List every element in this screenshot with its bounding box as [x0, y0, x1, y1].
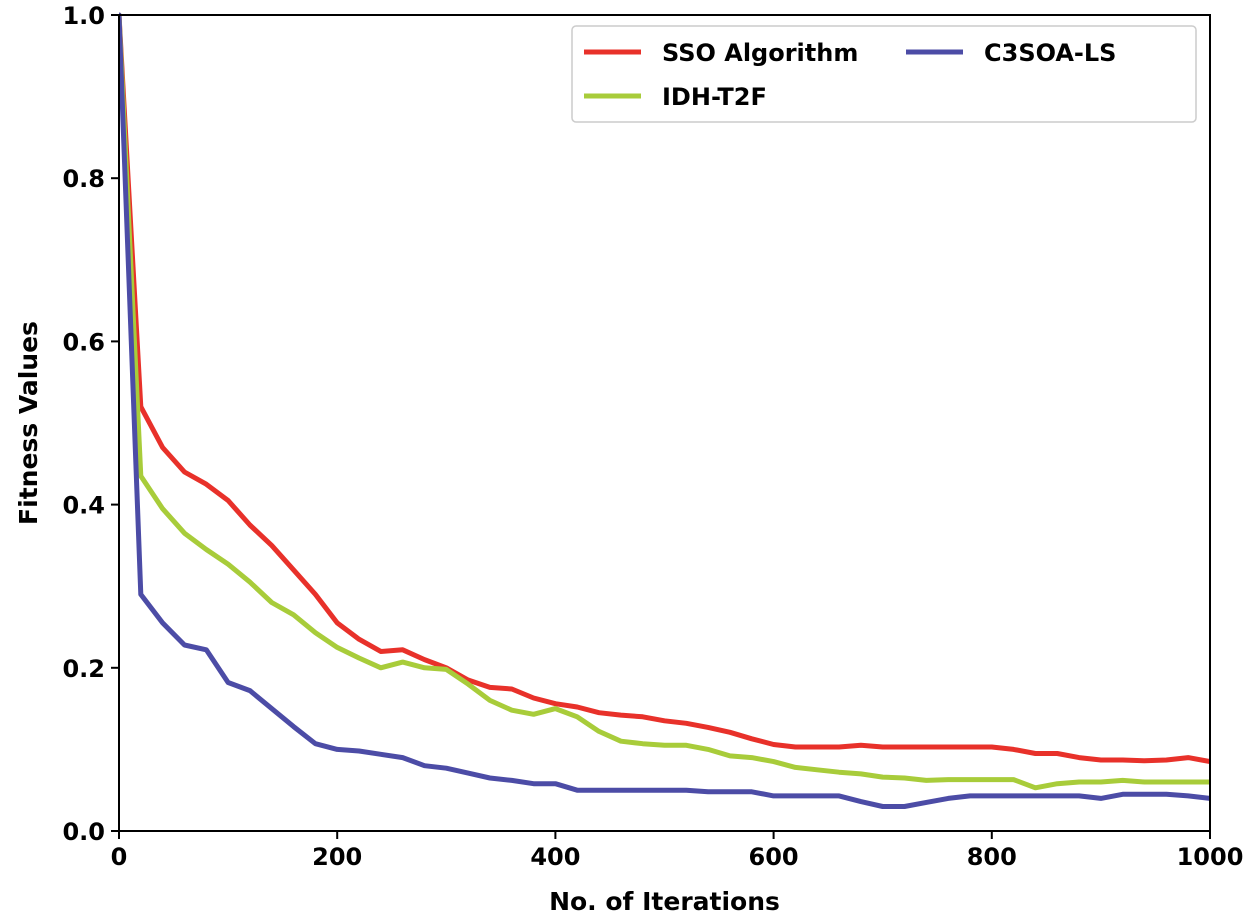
y-tick-label: 1.0: [62, 2, 105, 30]
y-tick-label: 0.6: [62, 328, 105, 356]
x-tick-label: 1000: [1177, 843, 1244, 871]
legend-label-c3soa-ls: C3SOA-LS: [984, 39, 1116, 67]
x-tick-label: 0: [111, 843, 128, 871]
legend-label-idh-t2f: IDH-T2F: [662, 83, 767, 111]
ticks-layer: 0 200 400 600 800 1000 0.0 0.2 0.4 0.6 0.8 1.0: [62, 2, 1243, 871]
series-line-idh-t2f: [119, 12, 1210, 791]
series-layer: [119, 12, 1210, 809]
y-axis-label: Fitness Values: [14, 321, 43, 525]
legend-label-sso-algorithm: SSO Algorithm: [662, 39, 858, 67]
x-tick-label: 800: [967, 843, 1017, 871]
y-tick-label: 0.8: [62, 165, 105, 193]
series-line-c3soa-ls: [119, 12, 1210, 809]
legend-box: [571, 25, 1197, 123]
y-tick-label: 0.2: [62, 655, 105, 683]
y-tick-label: 0.0: [62, 818, 105, 846]
y-tick-label: 0.4: [62, 492, 105, 520]
legend: SSO Algorithm IDH-T2F C3SOA-LS: [571, 25, 1197, 123]
plot-frame: [118, 14, 1211, 832]
series-line-sso-algorithm: [119, 12, 1210, 765]
x-tick-label: 200: [312, 843, 362, 871]
x-tick-label: 600: [749, 843, 799, 871]
x-tick-label: 400: [530, 843, 580, 871]
x-axis-label: No. of Iterations: [549, 887, 780, 916]
